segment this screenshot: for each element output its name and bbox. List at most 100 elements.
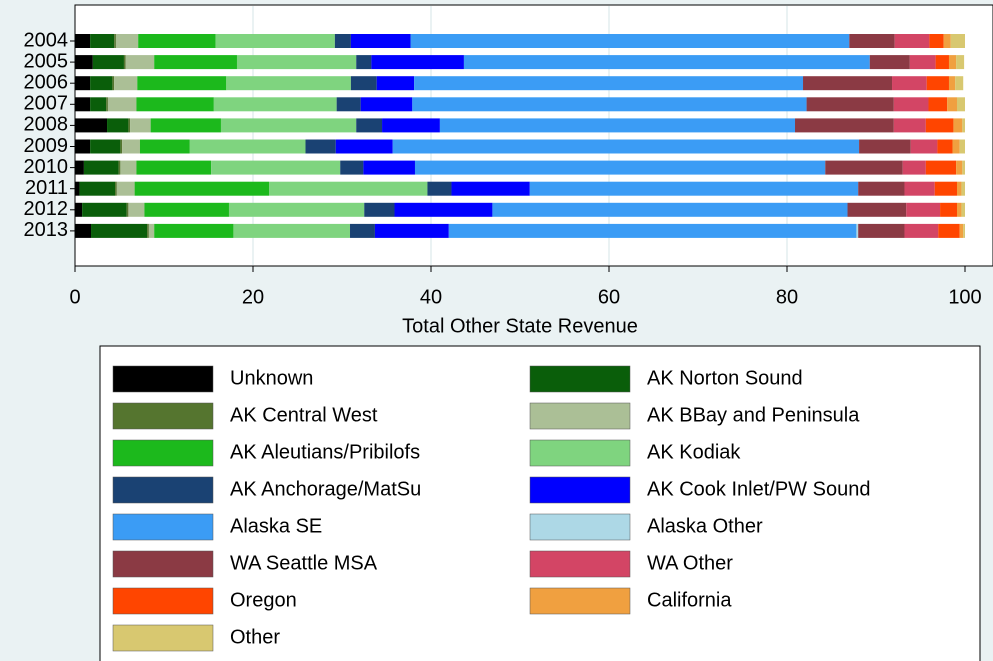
bar-segment [940, 202, 957, 217]
bar-segment [948, 55, 957, 70]
bar-segment [136, 160, 212, 175]
bar-segment [928, 97, 948, 112]
bar-segment [962, 160, 965, 175]
bar-segment [943, 34, 951, 48]
legend-label: WA Other [647, 552, 733, 574]
plot-area [74, 4, 993, 267]
bar-segment [376, 76, 415, 91]
bar-segment [439, 118, 796, 133]
bar-segment [962, 118, 965, 133]
bar-segment [869, 55, 910, 70]
bar-segment [138, 34, 216, 48]
bar-segment [955, 76, 964, 91]
bar-segment [154, 55, 237, 70]
bar-segment [904, 223, 939, 238]
x-axis-label: Total Other State Revenue [402, 315, 638, 337]
bar-segment [115, 34, 139, 48]
bar-segment [938, 223, 960, 238]
bar-segment [92, 55, 124, 70]
bar-segment [75, 223, 92, 238]
bar-segment [934, 181, 957, 196]
bar-segment [925, 118, 954, 133]
bar-segment [116, 181, 135, 196]
bar-segment [107, 97, 137, 112]
bar-segment [935, 55, 949, 70]
bar-segment [382, 118, 440, 133]
bar-segment [236, 55, 357, 70]
bar-segment [226, 76, 351, 91]
x-tick-label: 40 [420, 286, 442, 308]
legend-label: AK Cook Inlet/PW Sound [647, 478, 870, 500]
bar-segment [148, 223, 155, 238]
legend-swatch [112, 624, 214, 652]
bar-segment [154, 223, 234, 238]
legend-swatch [529, 439, 631, 467]
bar-segment [961, 202, 965, 217]
bar-segment [959, 139, 965, 154]
bar-segment [83, 160, 119, 175]
legend-label: AK Norton Sound [647, 367, 803, 389]
bar-segment [211, 160, 341, 175]
bar-segment [136, 97, 214, 112]
bar-segment [130, 118, 151, 133]
legend-label: AK Central West [230, 404, 378, 426]
x-tick-label: 60 [598, 286, 620, 308]
bar-segment [134, 181, 270, 196]
legend-swatch [529, 550, 631, 578]
bar-segment [123, 55, 126, 70]
bar-segment [893, 118, 926, 133]
bar-segment [106, 97, 108, 112]
bar-segment [847, 202, 907, 217]
bar-segment [956, 181, 962, 196]
bar-segment [215, 34, 335, 48]
bar-segment [139, 139, 190, 154]
bar-segment [392, 139, 860, 154]
bar-segment [125, 55, 155, 70]
bar-segment [144, 202, 229, 217]
bar-segment [120, 139, 123, 154]
bar-segment [529, 181, 859, 196]
bar-segment [82, 202, 127, 217]
bar-segment [451, 181, 530, 196]
bar-segment [910, 139, 938, 154]
bar-segment [364, 202, 395, 217]
bar-segment [75, 55, 93, 70]
bar-segment [350, 76, 377, 91]
bar-segment [91, 223, 148, 238]
bar-segment [228, 202, 365, 217]
bar-segment [90, 76, 113, 91]
bar-segment [956, 97, 965, 112]
bar-segment [414, 160, 826, 175]
bar-segment [937, 139, 953, 154]
bar-segment [75, 76, 91, 91]
y-tick-label: 2007 [24, 93, 69, 115]
bar-segment [126, 202, 129, 217]
y-tick-label: 2009 [24, 135, 69, 157]
bar-segment [859, 139, 911, 154]
bar-segment [904, 181, 935, 196]
legend-swatch [529, 402, 631, 430]
bar-segment [925, 160, 957, 175]
bar-segment [961, 181, 965, 196]
bar-segment [953, 118, 963, 133]
bar-segment [948, 76, 956, 91]
bar-segment [893, 97, 929, 112]
legend-label: Other [230, 626, 280, 648]
bar-segment [147, 223, 149, 238]
bar-segment [75, 118, 108, 133]
legend-swatch [112, 439, 214, 467]
bar-segment [856, 223, 859, 238]
legend-label: AK Anchorage/MatSu [230, 478, 421, 500]
legend-label: California [647, 589, 732, 611]
bar-segment [909, 55, 936, 70]
bar-segment [350, 223, 375, 238]
legend-swatch [529, 587, 631, 615]
y-tick-label: 2011 [25, 177, 68, 199]
bar-segment [75, 34, 91, 48]
bar-segment [356, 118, 383, 133]
bar-segment [894, 34, 930, 48]
bar-segment [114, 76, 138, 91]
bar-segment [75, 139, 91, 154]
legend-swatch [529, 513, 631, 541]
bar-segment [952, 139, 960, 154]
